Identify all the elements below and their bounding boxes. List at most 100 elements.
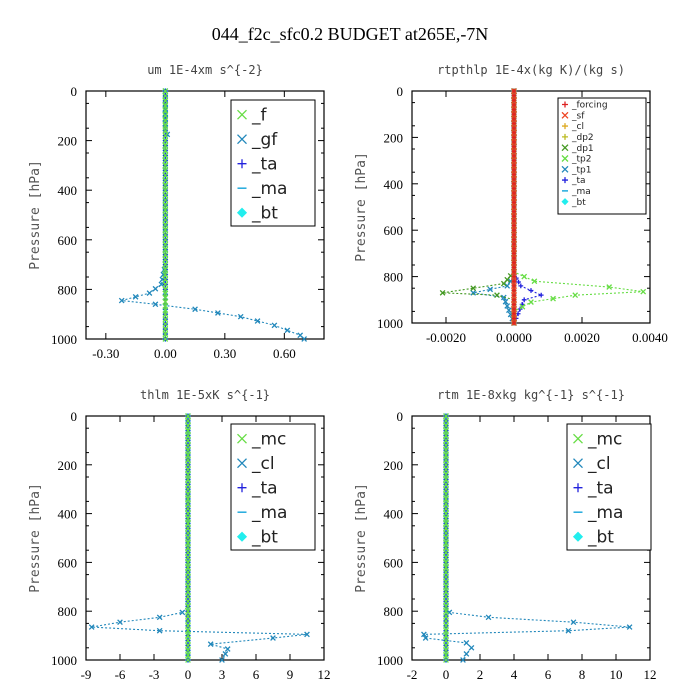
data-point (443, 491, 449, 497)
data-point (146, 290, 153, 296)
data-point (162, 93, 169, 99)
x-tick-label: -0.0020 (426, 330, 466, 345)
data-point (511, 93, 517, 99)
data-point (185, 588, 191, 595)
data-point (271, 322, 278, 329)
data-point (162, 103, 169, 109)
data-point (487, 286, 494, 293)
x-tick-label: 4 (511, 667, 518, 682)
data-point (463, 651, 470, 657)
data-point (162, 117, 169, 124)
data-point (162, 303, 169, 309)
data-point (443, 505, 449, 512)
data-point (518, 283, 524, 289)
x-tick-label: 0.00 (154, 346, 177, 361)
data-point (511, 181, 517, 187)
data-point (511, 97, 517, 103)
data-point (531, 278, 538, 285)
data-point (443, 554, 449, 561)
y-tick-label: 600 (384, 555, 404, 570)
data-point (88, 624, 95, 630)
panel-title: um 1E-4xm s^{-2} (147, 63, 263, 77)
data-point (162, 321, 169, 327)
data-point (511, 144, 517, 150)
data-point (185, 461, 191, 468)
x-tick-label: 12 (644, 667, 657, 682)
x-tick-label: 12 (318, 667, 331, 682)
legend-label: _ma (587, 503, 623, 523)
data-point (511, 130, 517, 136)
data-point (162, 137, 169, 144)
data-point (162, 112, 169, 119)
data-point (511, 135, 517, 140)
legend-marker (237, 159, 247, 169)
data-point (511, 251, 517, 256)
data-point (162, 212, 169, 218)
legend-box (230, 423, 316, 551)
y-tick-label: 800 (58, 282, 78, 297)
data-point (511, 283, 517, 289)
legend: _mc _cl _ta _ma _bt (230, 423, 316, 551)
x-tick-label: 2 (477, 667, 484, 682)
data-point (511, 227, 517, 233)
data-point (511, 246, 517, 252)
y-tick-label: 200 (384, 458, 404, 473)
data-point (443, 588, 449, 595)
data-point (185, 525, 191, 532)
panels-group: um 1E-4xm s^{-2}Pressure [hPa]0200400600… (28, 63, 668, 682)
y-tick-label: 200 (384, 130, 404, 145)
data-point (162, 98, 169, 104)
data-point (185, 608, 191, 615)
data-point (162, 236, 169, 243)
data-point (443, 618, 449, 624)
data-point (162, 217, 169, 223)
legend-label: _cl (251, 454, 275, 474)
x-tick-label: 10 (610, 667, 623, 682)
data-point (185, 505, 191, 512)
data-point (504, 303, 511, 309)
data-point (185, 657, 191, 663)
data-point (185, 544, 191, 551)
data-point (237, 313, 244, 320)
series-tp1 (470, 88, 517, 326)
data-point (443, 442, 449, 449)
data-point (443, 457, 449, 463)
data-point (162, 246, 169, 253)
data-point (443, 427, 449, 434)
y-tick-label: 800 (384, 270, 404, 285)
data-point (511, 264, 517, 270)
data-point (606, 284, 613, 290)
data-point (162, 152, 169, 159)
legend-marker (561, 111, 569, 119)
data-point (443, 486, 449, 493)
data-point (460, 657, 466, 663)
data-point (443, 564, 449, 571)
legend-marker (562, 123, 568, 130)
data-point (185, 530, 191, 536)
data-point (506, 307, 512, 314)
data-point (117, 619, 123, 626)
y-tick-label: 600 (58, 555, 78, 570)
data-point (185, 500, 191, 507)
data-point (162, 197, 169, 203)
legend-marker (561, 155, 569, 162)
data-point (162, 202, 169, 208)
y-axis-label: Pressure [hPa] (28, 483, 43, 593)
data-point (185, 603, 191, 610)
x-tick-label: 0.60 (273, 346, 296, 361)
data-point (185, 432, 191, 439)
data-point (570, 619, 577, 626)
data-point (443, 544, 449, 551)
series-line (473, 91, 515, 324)
data-point (301, 336, 308, 342)
data-point (443, 500, 449, 507)
legend-marker (561, 165, 569, 173)
data-point (443, 466, 449, 473)
data-point (161, 266, 168, 273)
data-point (470, 285, 477, 292)
legend-label: _cl (571, 122, 584, 132)
chart-panel-4: rtm 1E-8xkg kg^{-1} s^{-1} Pressure [hPa]… (354, 388, 657, 682)
data-point (162, 187, 169, 194)
series-mc (443, 413, 449, 663)
data-point (162, 336, 169, 342)
